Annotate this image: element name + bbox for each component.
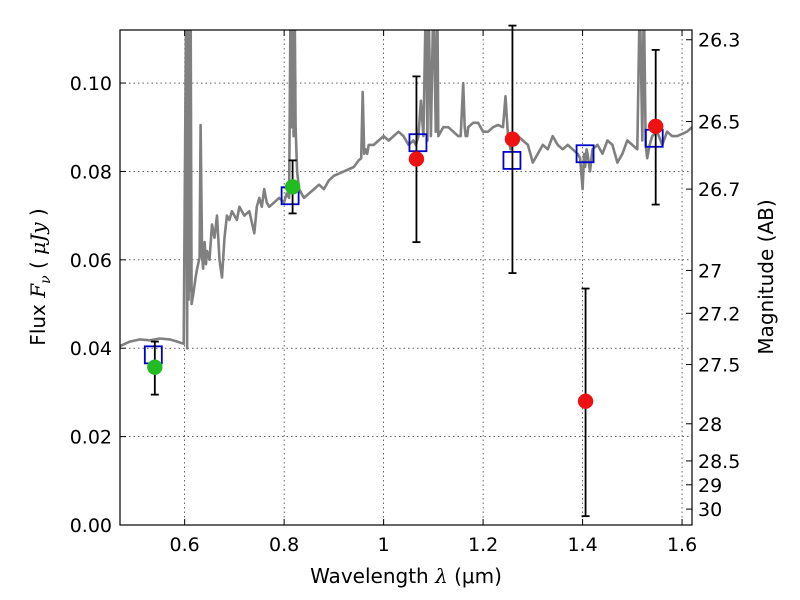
y2-tick-label: 26.7 bbox=[698, 179, 740, 201]
data-layer bbox=[120, 30, 692, 365]
y2-tick-label: 28 bbox=[698, 414, 722, 436]
y-axis-label-close: ) bbox=[26, 208, 50, 222]
y-axis-label-symbol: F bbox=[26, 283, 50, 299]
x-axis-label: Wavelength λ (μm) bbox=[310, 564, 502, 588]
spectrum-line bbox=[120, 30, 692, 350]
y2-tick-label: 27.5 bbox=[698, 355, 740, 377]
x-axis: 0.6 0.8 1 1.2 1.4 1.6 bbox=[170, 30, 697, 556]
x-tick-label: 1.4 bbox=[567, 534, 597, 556]
plot-frame bbox=[119, 29, 693, 526]
x-tick-label: 1.2 bbox=[468, 534, 498, 556]
y2-tick-label: 29 bbox=[698, 475, 722, 497]
model-square bbox=[408, 133, 428, 153]
errorbar-layer bbox=[147, 24, 664, 518]
y2-tick-label: 28.5 bbox=[698, 451, 740, 473]
y2-tick-label: 27 bbox=[698, 260, 722, 282]
red-data-point bbox=[577, 393, 594, 409]
x-axis-label-unit: (μm) bbox=[448, 564, 502, 588]
y2-tick-label: 27.2 bbox=[698, 303, 740, 325]
y-axis-label-subscript: ν bbox=[38, 275, 54, 284]
green-data-point bbox=[284, 179, 301, 195]
y2-axis-label: Magnitude (AB) bbox=[754, 199, 778, 354]
y-axis-label-prefix: Flux bbox=[26, 298, 50, 346]
x-tick-label: 0.8 bbox=[269, 534, 299, 556]
y-axis-label: Flux Fν ( μJy ) bbox=[26, 208, 54, 345]
y2-tick-label: 26.5 bbox=[698, 111, 740, 133]
y-tick-label: 0.10 bbox=[70, 73, 112, 95]
y-tick-label: 0.08 bbox=[70, 161, 112, 183]
y-axis: 0.00 0.02 0.04 0.06 0.08 0.10 bbox=[70, 73, 126, 537]
y-axis-label-open: ( bbox=[26, 255, 50, 276]
y-tick-label: 0.00 bbox=[70, 515, 112, 537]
y-axis-label-unit: μJy bbox=[26, 222, 50, 255]
x-axis-label-prefix: Wavelength bbox=[310, 564, 435, 588]
plot-background bbox=[120, 30, 692, 525]
y2-tick-label: 30 bbox=[698, 499, 722, 521]
x-tick-label: 1.6 bbox=[667, 534, 697, 556]
x-tick-label: 0.6 bbox=[170, 534, 200, 556]
green-data-point bbox=[147, 359, 163, 375]
red-data-point bbox=[504, 131, 521, 147]
y-tick-label: 0.04 bbox=[70, 338, 112, 360]
red-data-point bbox=[408, 151, 425, 167]
y-tick-label: 0.02 bbox=[70, 427, 112, 449]
x-tick-label: 1 bbox=[378, 534, 390, 556]
y-tick-label: 0.06 bbox=[70, 250, 112, 272]
red-data-point bbox=[647, 118, 664, 135]
x-axis-label-symbol: λ bbox=[434, 564, 448, 588]
model-square bbox=[575, 144, 595, 164]
y2-tick-label: 26.3 bbox=[698, 30, 740, 52]
